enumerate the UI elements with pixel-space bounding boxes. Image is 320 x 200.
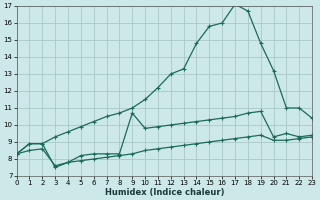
X-axis label: Humidex (Indice chaleur): Humidex (Indice chaleur) <box>105 188 224 197</box>
